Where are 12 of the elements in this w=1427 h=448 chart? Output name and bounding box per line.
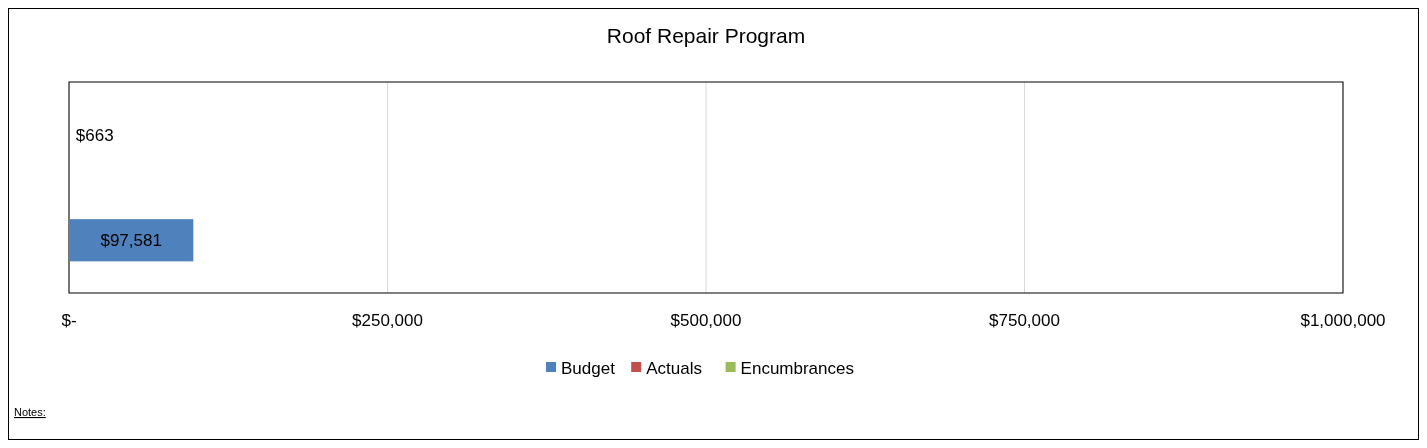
x-tick-label: $250,000 <box>352 311 423 330</box>
chart-title: Roof Repair Program <box>606 24 806 47</box>
legend-label: Encumbrances <box>740 358 854 378</box>
data-label: $663 <box>75 125 114 145</box>
data-label: $97,581 <box>100 231 162 251</box>
legend-label: Budget <box>561 358 616 378</box>
x-tick-label: $- <box>61 311 77 330</box>
legend-label: Actuals <box>646 358 702 378</box>
x-tick-label: $750,000 <box>989 311 1060 330</box>
text: Notes: <box>14 406 46 418</box>
x-tick-label: $1,000,000 <box>1300 311 1386 330</box>
x-tick-label: $500,000 <box>670 311 742 330</box>
